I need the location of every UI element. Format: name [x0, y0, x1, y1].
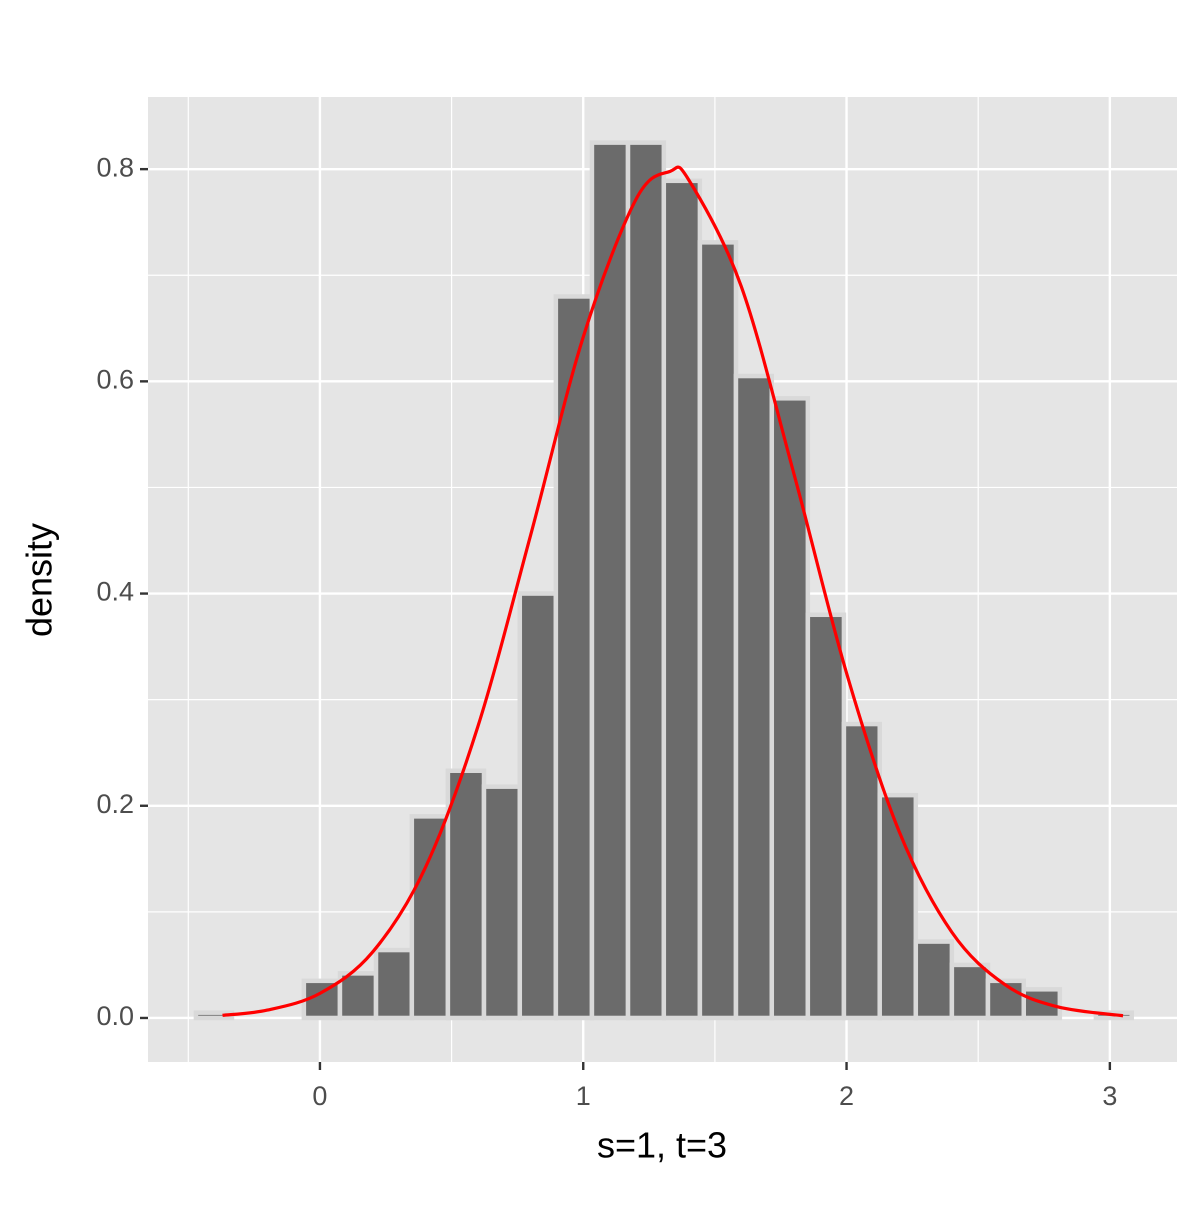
y-tick-label: 0.2	[96, 789, 134, 819]
bar	[697, 240, 739, 1021]
bar	[373, 947, 415, 1021]
x-axis-title: s=1, t=3	[597, 1125, 727, 1166]
y-tick-label: 0.6	[96, 364, 134, 394]
density-curve	[222, 165, 1124, 1018]
bar	[481, 784, 523, 1021]
bar	[409, 814, 451, 1021]
bar	[445, 768, 487, 1021]
bar	[589, 140, 631, 1021]
y-tick-label: 0.4	[96, 577, 134, 607]
bar	[913, 939, 955, 1021]
bar	[337, 971, 379, 1021]
y-axis-title: density	[19, 523, 60, 637]
y-tick-label: 0.0	[96, 1001, 134, 1031]
bar	[1021, 987, 1063, 1021]
x-tick-label: 3	[1102, 1081, 1117, 1111]
x-tick-label: 0	[312, 1081, 327, 1111]
bar	[553, 294, 595, 1021]
bar	[805, 612, 847, 1021]
bar	[517, 591, 559, 1021]
x-tick-label: 1	[576, 1081, 591, 1111]
bar	[661, 178, 703, 1021]
bar	[733, 373, 775, 1021]
bar	[841, 721, 882, 1021]
y-tick-label: 0.8	[96, 152, 134, 182]
bar	[949, 962, 991, 1021]
bar	[625, 140, 667, 1021]
x-tick-label: 2	[839, 1081, 854, 1111]
bar	[769, 396, 811, 1021]
